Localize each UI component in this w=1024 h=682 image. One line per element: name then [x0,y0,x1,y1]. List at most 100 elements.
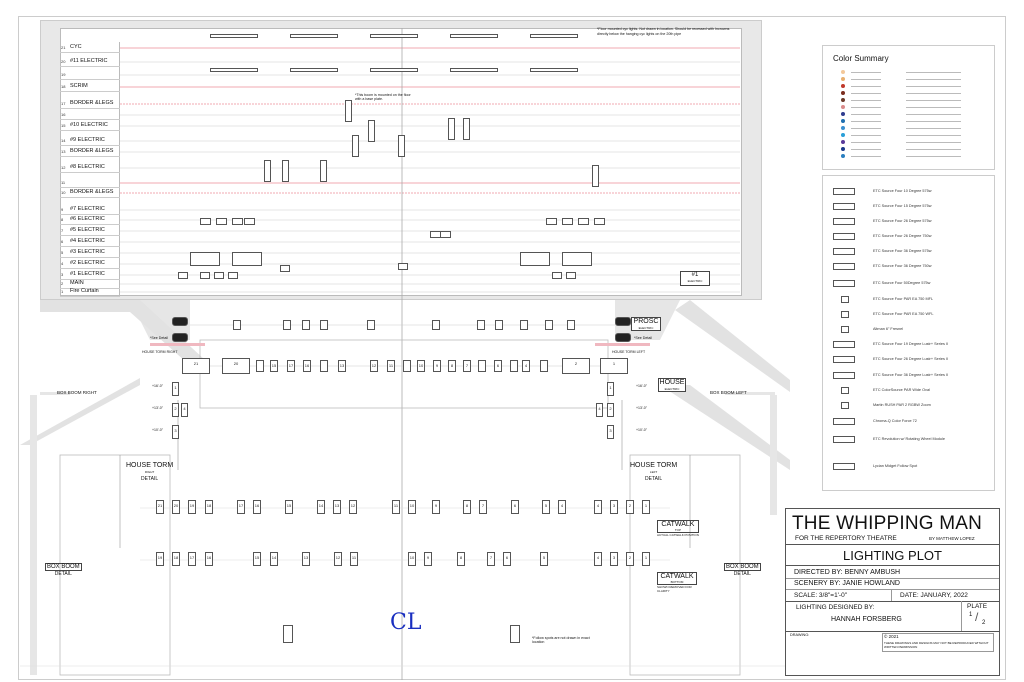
lighting-fixture[interactable]: 18 [205,500,213,514]
lighting-fixture[interactable]: 3 [610,552,618,566]
lighting-fixture[interactable]: 4 [558,500,566,514]
lighting-fixture[interactable] [228,272,238,279]
lighting-fixture[interactable]: 5 [540,552,548,566]
lighting-fixture[interactable] [210,68,258,72]
lighting-fixture[interactable] [540,360,548,372]
lighting-fixture[interactable] [290,34,338,38]
lighting-fixture[interactable]: 16 [205,552,213,566]
lighting-fixture[interactable]: 8 [457,552,465,566]
lighting-fixture[interactable]: 6 [511,500,519,514]
lighting-fixture[interactable]: 4 [181,403,188,417]
lighting-fixture[interactable]: 10 [408,552,416,566]
lighting-fixture[interactable] [368,120,375,142]
lighting-fixture[interactable]: 10 [408,500,416,514]
lighting-fixture[interactable] [562,218,573,225]
lighting-fixture[interactable] [320,360,328,372]
moving-light[interactable] [615,333,631,342]
lighting-fixture[interactable] [345,100,352,122]
lighting-fixture[interactable]: 15 [270,360,278,372]
lighting-fixture[interactable]: 11 [392,500,400,514]
lighting-fixture[interactable]: 21 [182,358,210,374]
lighting-fixture[interactable] [510,360,518,372]
lighting-fixture[interactable]: 19 [188,500,196,514]
lighting-fixture[interactable] [546,218,557,225]
lighting-fixture[interactable] [520,252,550,266]
lighting-fixture[interactable] [567,320,575,330]
lighting-fixture[interactable]: 11 [350,552,358,566]
lighting-fixture[interactable]: 14 [317,500,325,514]
lighting-fixture[interactable] [578,218,589,225]
lighting-fixture[interactable]: 8 [463,500,471,514]
lighting-fixture[interactable]: 7 [487,552,495,566]
lighting-fixture[interactable] [566,272,576,279]
lighting-fixture[interactable] [450,34,498,38]
lighting-fixture[interactable]: 5 [542,500,550,514]
lighting-fixture[interactable] [370,68,418,72]
lighting-fixture[interactable] [290,68,338,72]
lighting-fixture[interactable] [264,160,271,182]
lighting-fixture[interactable] [200,272,210,279]
lighting-fixture[interactable] [232,218,243,225]
lighting-fixture[interactable]: 11 [387,360,395,372]
lighting-fixture[interactable] [370,34,418,38]
lighting-fixture[interactable]: 9 [432,500,440,514]
lighting-fixture[interactable]: 13 [338,360,346,372]
lighting-fixture[interactable]: 14 [270,552,278,566]
lighting-fixture[interactable]: 12 [370,360,378,372]
lighting-fixture[interactable]: 19 [156,552,164,566]
moving-light[interactable] [172,333,188,342]
lighting-fixture[interactable] [178,272,188,279]
lighting-fixture[interactable]: 17 [237,500,245,514]
lighting-fixture[interactable]: 13 [302,552,310,566]
lighting-fixture[interactable] [398,263,408,270]
lighting-fixture[interactable] [398,135,405,157]
lighting-fixture[interactable] [450,68,498,72]
lighting-fixture[interactable] [448,118,455,140]
lighting-fixture[interactable]: 18 [172,552,180,566]
lighting-fixture[interactable]: 16 [253,500,261,514]
lighting-fixture[interactable] [200,218,211,225]
lighting-fixture[interactable] [256,360,264,372]
lighting-fixture[interactable]: 6 [503,552,511,566]
lighting-fixture[interactable]: 1 [642,552,650,566]
lighting-fixture[interactable] [530,68,578,72]
lighting-fixture[interactable] [367,320,375,330]
lighting-fixture[interactable]: 2 [626,500,634,514]
lighting-fixture[interactable]: 1 [172,382,179,396]
lighting-fixture[interactable]: 7 [463,360,471,372]
lighting-fixture[interactable] [495,320,503,330]
lighting-fixture[interactable]: 2 [607,403,614,417]
lighting-fixture[interactable] [594,218,605,225]
lighting-fixture[interactable] [510,625,520,643]
lighting-fixture[interactable]: 17 [287,360,295,372]
lighting-fixture[interactable]: 8 [448,360,456,372]
lighting-fixture[interactable] [320,160,327,182]
lighting-fixture[interactable]: 4 [594,552,602,566]
lighting-fixture[interactable] [352,135,359,157]
lighting-fixture[interactable] [233,320,241,330]
lighting-fixture[interactable]: 4 [522,360,530,372]
lighting-fixture[interactable]: 9 [433,360,441,372]
lighting-fixture[interactable]: 7 [479,500,487,514]
lighting-fixture[interactable]: 10 [417,360,425,372]
lighting-fixture[interactable] [216,218,227,225]
lighting-fixture[interactable] [592,165,599,187]
lighting-fixture[interactable]: 12 [334,552,342,566]
lighting-fixture[interactable]: 13 [333,500,341,514]
lighting-fixture[interactable] [283,625,293,643]
lighting-fixture[interactable] [440,231,451,238]
lighting-fixture[interactable] [232,252,262,266]
lighting-fixture[interactable] [403,360,411,372]
lighting-fixture[interactable] [432,320,440,330]
lighting-fixture[interactable] [562,252,592,266]
lighting-fixture[interactable] [190,252,220,266]
lighting-fixture[interactable] [530,34,578,38]
lighting-fixture[interactable]: 3 [172,425,179,439]
moving-light[interactable] [615,317,631,326]
lighting-fixture[interactable] [545,320,553,330]
lighting-fixture[interactable] [520,320,528,330]
lighting-fixture[interactable]: 2 [626,552,634,566]
lighting-fixture[interactable] [244,218,255,225]
moving-light[interactable] [172,317,188,326]
lighting-fixture[interactable] [478,360,486,372]
